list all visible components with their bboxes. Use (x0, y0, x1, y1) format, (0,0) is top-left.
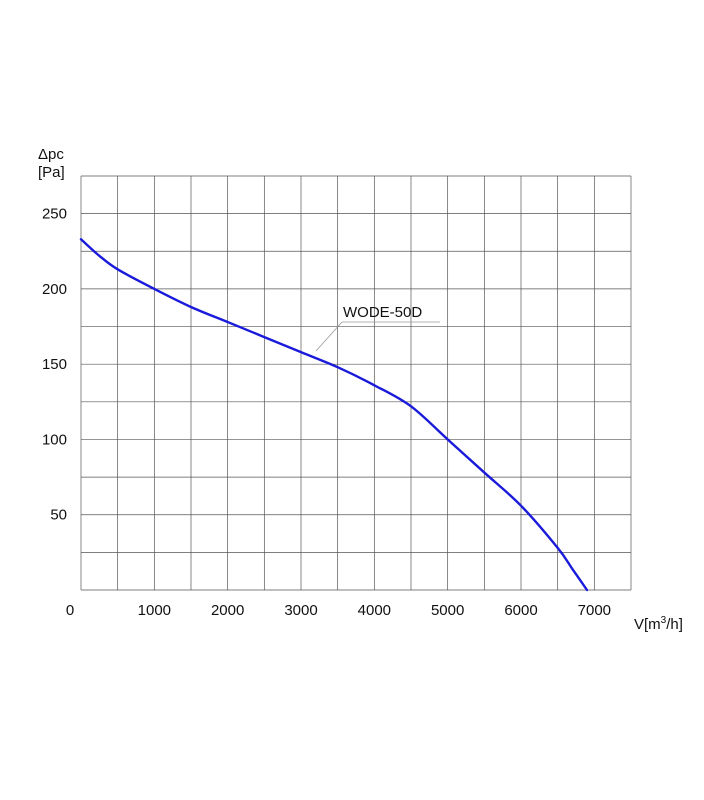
x-tick-label: 3000 (284, 602, 317, 619)
y-tick-label: 50 (50, 507, 67, 524)
x-tick-label: 4000 (358, 602, 391, 619)
x-axis-title: V[m3/h] (634, 615, 683, 633)
series-label-leader (315, 321, 343, 352)
y-axis-title-symbol: Δpc (38, 146, 64, 163)
x-axis-title-main: V[m (634, 616, 661, 633)
y-tick-label: 150 (42, 356, 67, 373)
x-tick-label: 1000 (138, 602, 171, 619)
x-tick-label: 6000 (504, 602, 537, 619)
x-tick-label: 2000 (211, 602, 244, 619)
x-axis-title-superscript: 3 (661, 615, 667, 626)
y-tick-labels: 50 100 150 200 250 (42, 206, 67, 524)
y-tick-label: 250 (42, 206, 67, 223)
y-axis-title-unit: [Pa] (38, 164, 65, 181)
x-tick-label: 0 (66, 602, 74, 619)
y-tick-label: 200 (42, 281, 67, 298)
y-tick-label: 100 (42, 431, 67, 448)
series-label: WODE-50D (343, 304, 422, 321)
x-axis-title-end: /h] (666, 616, 683, 633)
series-line (79, 238, 589, 592)
x-tick-label: 7000 (578, 602, 611, 619)
grid (80, 175, 632, 591)
series-lines (79, 238, 589, 592)
x-tick-label: 5000 (431, 602, 464, 619)
x-tick-labels: 0 1000 2000 3000 4000 5000 6000 7000 (66, 602, 611, 619)
